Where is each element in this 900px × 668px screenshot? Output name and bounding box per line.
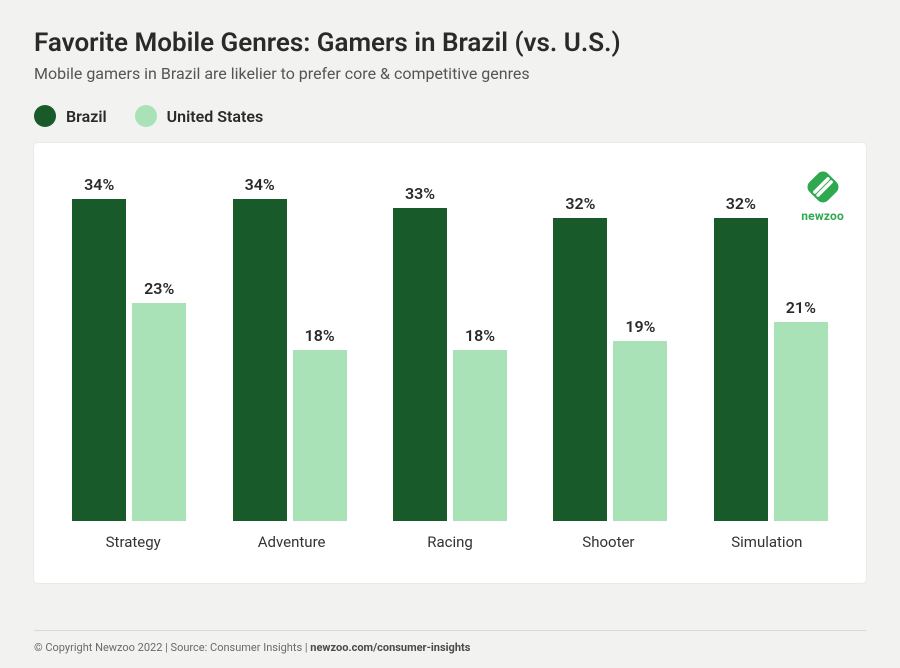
xaxis-label: Simulation bbox=[688, 533, 846, 551]
chart-xaxis: StrategyAdventureRacingShooterSimulation bbox=[54, 533, 846, 551]
chart-subtitle: Mobile gamers in Brazil are likelier to … bbox=[34, 64, 866, 83]
bar-brazil: 34% bbox=[72, 199, 126, 521]
bar-us: 18% bbox=[453, 350, 507, 521]
bar-us: 18% bbox=[293, 350, 347, 521]
chart-plot: 34%23%34%18%33%18%32%19%32%21% bbox=[54, 161, 846, 521]
newzoo-logo-text: newzoo bbox=[801, 209, 844, 223]
legend-swatch-us bbox=[135, 105, 157, 127]
xaxis-label: Racing bbox=[371, 533, 529, 551]
bar-value-label: 32% bbox=[565, 194, 595, 213]
bar-group: 32%19% bbox=[535, 161, 685, 521]
xaxis-label: Shooter bbox=[529, 533, 687, 551]
bar-value-label: 34% bbox=[245, 175, 275, 194]
chart-footer: © Copyright Newzoo 2022 | Source: Consum… bbox=[34, 630, 866, 654]
newzoo-logo: newzoo bbox=[801, 167, 844, 223]
bar-us: 19% bbox=[613, 341, 667, 521]
bar-value-label: 33% bbox=[405, 184, 435, 203]
bar-value-label: 32% bbox=[726, 194, 756, 213]
bar-value-label: 18% bbox=[305, 326, 335, 345]
bar-us: 23% bbox=[132, 303, 186, 521]
bar-group: 33%18% bbox=[375, 161, 525, 521]
bar-group: 34%18% bbox=[214, 161, 364, 521]
chart-legend: Brazil United States bbox=[34, 105, 866, 127]
bar-value-label: 21% bbox=[786, 298, 816, 317]
chart-card: 34%23%34%18%33%18%32%19%32%21% StrategyA… bbox=[34, 143, 866, 583]
bar-brazil: 34% bbox=[233, 199, 287, 521]
xaxis-label: Strategy bbox=[54, 533, 212, 551]
bar-value-label: 18% bbox=[465, 326, 495, 345]
legend-label-brazil: Brazil bbox=[66, 107, 107, 126]
bar-brazil: 32% bbox=[714, 218, 768, 521]
bar-us: 21% bbox=[774, 322, 828, 521]
legend-item-us: United States bbox=[135, 105, 264, 127]
bar-brazil: 32% bbox=[553, 218, 607, 521]
chart-title: Favorite Mobile Genres: Gamers in Brazil… bbox=[34, 28, 866, 58]
legend-swatch-brazil bbox=[34, 105, 56, 127]
bar-group: 34%23% bbox=[54, 161, 204, 521]
bar-value-label: 34% bbox=[84, 175, 114, 194]
legend-item-brazil: Brazil bbox=[34, 105, 107, 127]
bar-value-label: 23% bbox=[144, 279, 174, 298]
xaxis-label: Adventure bbox=[212, 533, 370, 551]
bar-value-label: 19% bbox=[625, 317, 655, 336]
footer-link: newzoo.com/consumer-insights bbox=[310, 641, 470, 654]
footer-copyright: © Copyright Newzoo 2022 | Source: Consum… bbox=[34, 641, 310, 654]
newzoo-logo-icon bbox=[803, 167, 843, 207]
bar-brazil: 33% bbox=[393, 208, 447, 521]
legend-label-us: United States bbox=[167, 107, 264, 126]
